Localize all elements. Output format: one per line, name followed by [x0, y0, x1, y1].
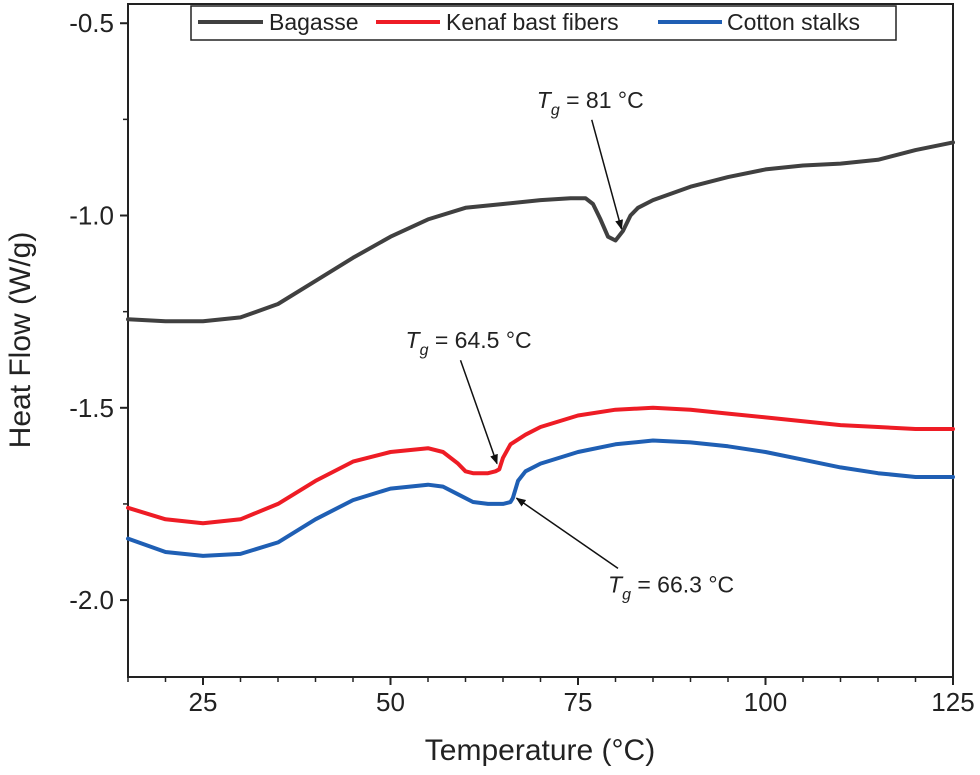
y-axis-title: Heat Flow (W/g) — [4, 232, 37, 449]
series-line-bagasse — [126, 140, 955, 324]
tg-annotation-arrow — [591, 119, 623, 230]
tg-annotation-arrow — [515, 497, 619, 570]
tg-annotation-label: Tg = 64.5 °C — [406, 327, 532, 359]
y-tick-label: -1.0 — [69, 201, 114, 231]
legend: Bagasse Kenaf bast fibers Cotton stalks — [190, 5, 897, 41]
x-axis-title: Temperature (°C) — [425, 734, 655, 767]
y-tick-label: -0.5 — [69, 8, 114, 38]
x-tick-label: 75 — [564, 687, 593, 717]
tg-annotation-label: Tg = 81 °C — [537, 87, 644, 119]
x-tick-label: 25 — [189, 687, 218, 717]
legend-label-kenaf: Kenaf bast fibers — [446, 9, 619, 35]
legend-label-bagasse: Bagasse — [269, 9, 359, 35]
series-lines — [126, 140, 955, 558]
annotations: Tg = 81 °C Tg = 64.5 °C Tg = 66.3 °C — [406, 87, 735, 604]
axis-ticks: 25 50 75 100 125 -0.5 -1.0 -1.5 -2.0 — [69, 8, 975, 717]
tg-annotation-arrow — [459, 359, 498, 465]
series-line-kenaf-bast-fibers — [126, 405, 955, 526]
tg-annotation-label: Tg = 66.3 °C — [608, 571, 734, 603]
x-tick-label: 50 — [376, 687, 405, 717]
legend-label-cotton: Cotton stalks — [727, 9, 860, 35]
x-tick-label: 125 — [931, 687, 974, 717]
series-line-cotton-stalks — [126, 438, 955, 558]
y-tick-label: -1.5 — [69, 393, 114, 423]
y-tick-label: -2.0 — [69, 585, 114, 615]
legend-box — [190, 5, 897, 41]
x-tick-label: 100 — [744, 687, 787, 717]
